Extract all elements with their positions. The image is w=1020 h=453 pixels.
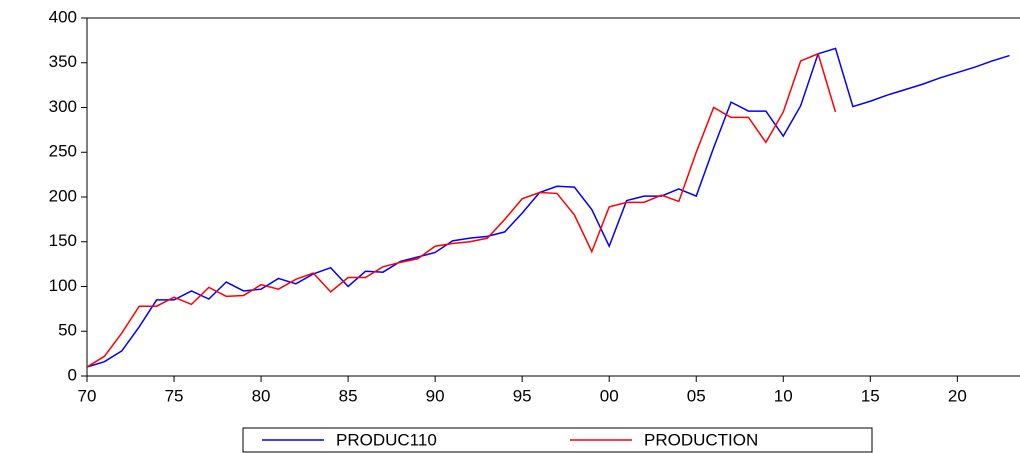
y-tick-label: 150 (49, 231, 77, 250)
y-tick-label: 200 (49, 186, 77, 205)
y-tick-label: 300 (49, 97, 77, 116)
x-tick-label: 95 (513, 386, 532, 405)
x-tick-label: 70 (78, 386, 97, 405)
y-tick-label: 100 (49, 276, 77, 295)
y-tick-label: 0 (68, 365, 77, 384)
x-tick-label: 20 (948, 386, 967, 405)
series-line (87, 52, 837, 368)
y-tick-label: 50 (58, 321, 77, 340)
y-tick-label: 250 (49, 142, 77, 161)
x-tick-label: 85 (339, 386, 358, 405)
x-tick-label: 05 (687, 386, 706, 405)
x-tick-label: 75 (165, 386, 184, 405)
series-line (87, 47, 1010, 368)
x-tick-label: 00 (600, 386, 619, 405)
y-tick-label: 400 (49, 7, 77, 26)
legend-box (242, 427, 873, 453)
x-tick-label: 10 (774, 386, 793, 405)
x-tick-label: 90 (426, 386, 445, 405)
legend-label: PRODUCTION (644, 430, 758, 449)
x-tick-label: 15 (861, 386, 880, 405)
y-tick-label: 350 (49, 52, 77, 71)
legend-label: PRODUC110 (336, 430, 437, 449)
x-tick-label: 80 (252, 386, 271, 405)
